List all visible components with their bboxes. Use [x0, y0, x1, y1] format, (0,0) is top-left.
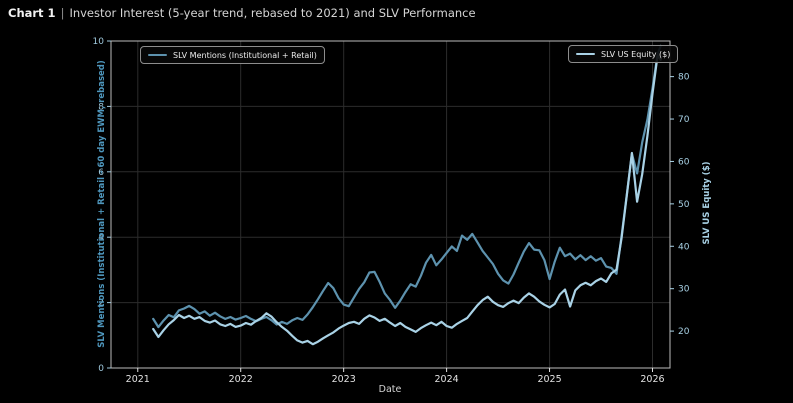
chart-title-separator: |: [60, 6, 65, 20]
right-tick-label: 40: [678, 242, 690, 252]
right-tick-label: 20: [678, 327, 690, 337]
mentions-series-line: [152, 44, 662, 329]
right-axis-title: SLV US Equity ($): [702, 161, 712, 245]
right-tick-label: 70: [678, 115, 690, 125]
x-tick-label: 2026: [640, 374, 664, 385]
left-tick-label: 6: [98, 168, 104, 178]
chart-title: Chart 1 | Investor Interest (5-year trend,…: [8, 6, 476, 20]
chart-title-prefix: Chart 1: [8, 6, 56, 20]
right-tick-label: 30: [678, 285, 690, 295]
mentions-line-swatch: [148, 53, 167, 57]
x-tick-label: 2022: [229, 374, 253, 385]
plot-border: [110, 40, 671, 369]
x-tick-label: 2023: [332, 374, 356, 385]
left-axis-title: SLV Mentions (Institutional + Retail - 6…: [97, 60, 107, 348]
axis-tick-labels: 2021 2022 2023 2024 2025 2026 0 2 4 6 8 10 20 30 40 50 6…: [93, 37, 690, 385]
left-tick-label: 8: [98, 102, 104, 112]
left-tick-label: 10: [93, 37, 105, 47]
left-tick-label: 4: [98, 233, 104, 243]
x-tick-label: 2025: [537, 374, 561, 385]
x-tick-label: 2024: [435, 374, 459, 385]
legend-equity-label: SLV US Equity ($): [601, 49, 671, 59]
equity-series-line: [152, 54, 662, 346]
right-tick-label: 50: [678, 200, 690, 210]
axis-ticks: [107, 40, 674, 372]
legend-mentions-label: SLV Mentions (Institutional + Retail): [173, 50, 317, 60]
chart-title-text: Investor Interest (5-year trend, rebased…: [69, 6, 476, 20]
legend-equity: SLV US Equity ($): [568, 45, 679, 63]
left-tick-label: 0: [98, 364, 104, 374]
legend-mentions: SLV Mentions (Institutional + Retail): [140, 46, 325, 64]
left-tick-label: 2: [98, 299, 104, 309]
right-tick-label: 60: [678, 157, 690, 167]
x-axis-title: Date: [378, 384, 402, 395]
series-lines: [152, 44, 662, 346]
equity-line-swatch: [576, 52, 595, 56]
right-tick-label: 80: [678, 73, 690, 83]
x-tick-label: 2021: [126, 374, 150, 385]
